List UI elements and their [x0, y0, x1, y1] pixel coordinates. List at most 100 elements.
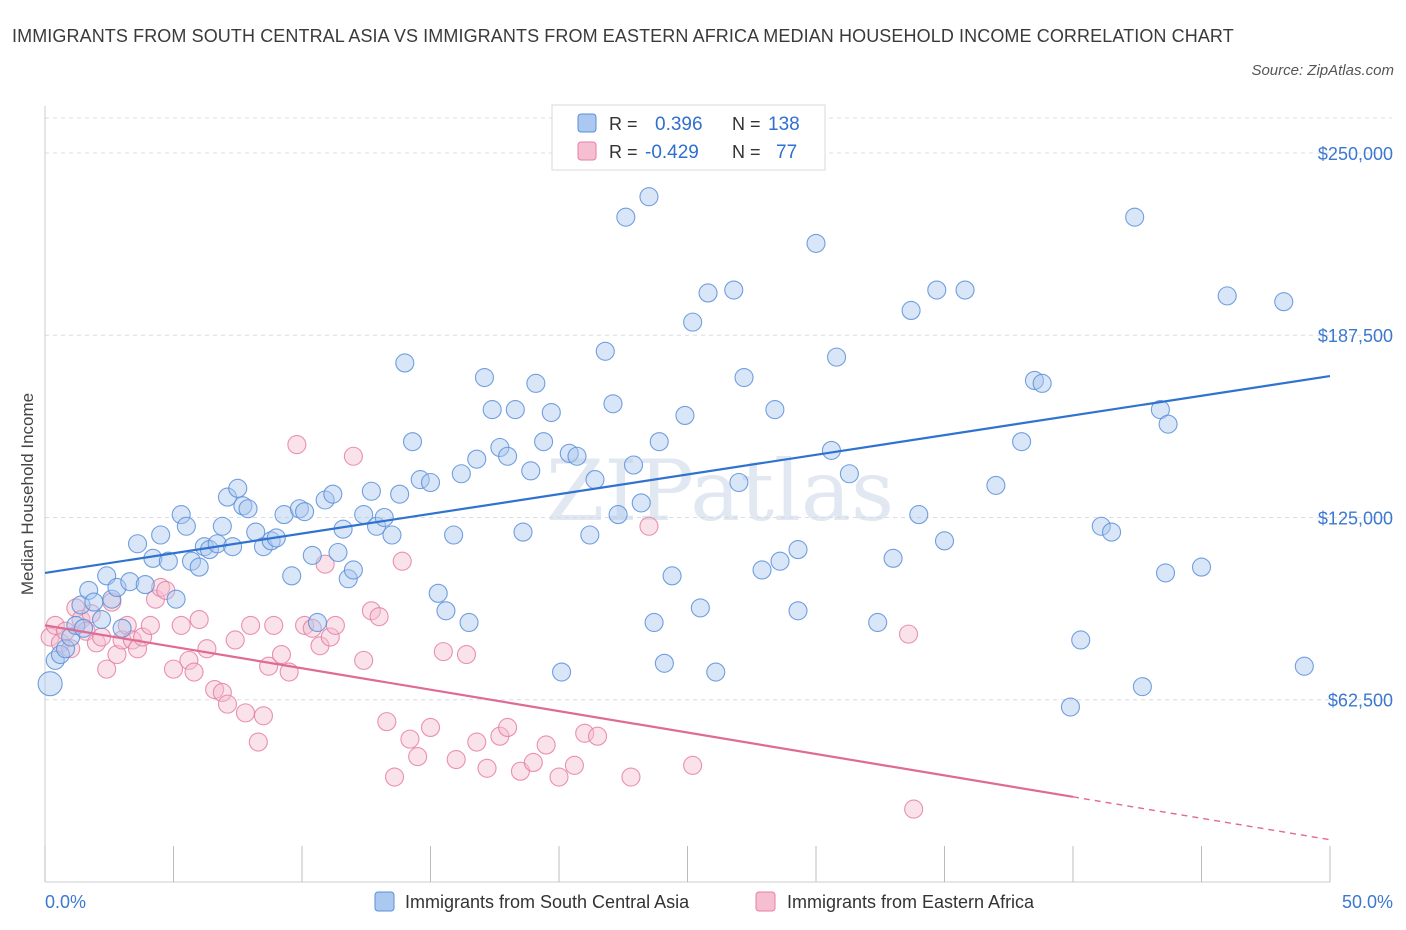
data-point [521, 461, 541, 481]
series-legend-label-pink: Immigrants from Eastern Africa [787, 892, 1035, 912]
data-point [567, 446, 587, 466]
data-point [788, 601, 808, 621]
data-point [474, 367, 495, 388]
data-point [84, 592, 104, 612]
data-point [498, 717, 518, 738]
data-point [428, 583, 448, 603]
data-point [505, 400, 525, 420]
data-point [934, 531, 955, 551]
data-point [1091, 516, 1111, 536]
data-point [698, 283, 718, 303]
data-point [56, 639, 76, 659]
data-point [806, 233, 826, 253]
data-point [765, 400, 785, 420]
series-legend-swatch-pink [755, 891, 776, 912]
data-point [1294, 656, 1314, 676]
data-point [282, 566, 302, 586]
data-point [179, 650, 199, 670]
data-point [1060, 697, 1080, 717]
data-point [1132, 677, 1152, 697]
data-point [1012, 432, 1032, 452]
axes [44, 106, 1331, 883]
data-point [189, 610, 209, 630]
data-point [151, 577, 171, 598]
data-point [390, 484, 410, 504]
series-legend-label-blue: Immigrants from South Central Asia [405, 892, 690, 912]
data-point [1191, 557, 1212, 577]
data-point [74, 618, 94, 638]
data-point [171, 505, 191, 525]
data-point [456, 644, 477, 665]
data-point [320, 627, 340, 647]
data-point [446, 749, 466, 770]
data-point [608, 505, 628, 525]
data-point [325, 615, 345, 635]
data-point [295, 502, 315, 522]
data-point [580, 525, 600, 545]
data-point [189, 557, 209, 577]
trend-lines [44, 374, 1331, 841]
data-point [238, 499, 258, 519]
data-point [734, 367, 754, 388]
x-tick-labels: 0.0% 50.0% [45, 892, 1393, 912]
data-point [559, 443, 579, 463]
stats-legend: R = 0.396 N = 138 R = -0.429 N = 77 [551, 104, 826, 171]
data-point [898, 624, 919, 644]
data-point [384, 767, 405, 787]
data-point [241, 615, 261, 635]
data-point [328, 542, 348, 563]
trend-line-blue [44, 374, 1331, 574]
data-point [770, 551, 790, 571]
data-point [207, 534, 227, 554]
data-point [585, 470, 605, 490]
trend-line-pink [44, 624, 1074, 798]
data-point [1274, 292, 1294, 312]
data-point [420, 472, 441, 493]
legend-n-label-1: N = [732, 114, 761, 134]
data-point [369, 607, 389, 627]
data-point [184, 662, 204, 682]
data-point [307, 612, 327, 633]
data-point [649, 432, 669, 452]
data-point [102, 589, 122, 609]
data-point [171, 615, 191, 635]
y-tick-labels: $62,500 $125,000 $187,500 $250,000 [1318, 144, 1393, 711]
source-label: Source: ZipAtlas.com [1251, 62, 1394, 79]
data-point [253, 706, 274, 726]
data-point [909, 505, 929, 525]
data-point [467, 732, 487, 752]
data-point [451, 464, 471, 484]
legend-swatch-blue [577, 113, 597, 133]
data-point [377, 712, 397, 732]
data-point [498, 446, 518, 466]
data-point [107, 644, 127, 665]
data-point [467, 449, 487, 469]
data-point [50, 633, 70, 653]
series-legend-swatch-blue [374, 891, 395, 912]
data-point [127, 534, 148, 554]
data-point [752, 560, 772, 580]
data-point [616, 207, 636, 227]
legend-n-value-2: 77 [776, 142, 797, 163]
data-point [135, 575, 155, 595]
data-point [235, 703, 256, 723]
y-tick-label: $187,500 [1318, 326, 1393, 346]
legend-n-value-1: 138 [768, 114, 800, 135]
data-point [1071, 630, 1091, 650]
chart-title: IMMIGRANTS FROM SOUTH CENTRAL ASIA VS IM… [12, 26, 1234, 46]
data-point [1155, 563, 1176, 583]
data-point [523, 752, 543, 772]
legend-r-label-1: R = [609, 114, 638, 134]
data-point [120, 572, 140, 592]
data-point [883, 548, 903, 568]
data-point [91, 627, 112, 647]
data-point [603, 394, 623, 414]
data-point [271, 644, 291, 665]
data-point [212, 682, 232, 703]
data-point [724, 280, 744, 300]
data-point [675, 405, 695, 425]
data-point [631, 493, 651, 513]
data-point [904, 799, 924, 819]
data-point [166, 589, 186, 609]
